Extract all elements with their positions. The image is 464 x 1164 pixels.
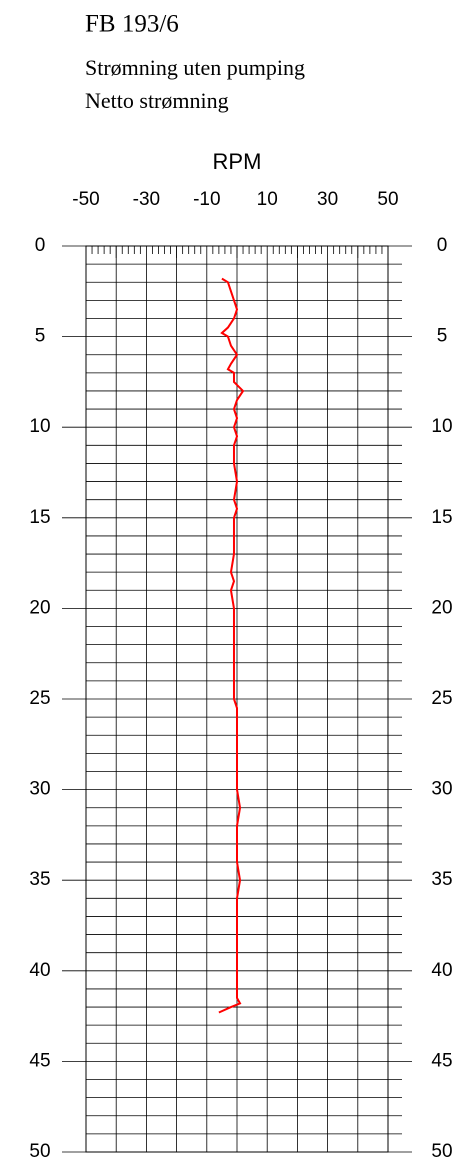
y-tick-label: 40 (431, 960, 452, 981)
y-tick-label: 5 (437, 326, 448, 347)
y-tick-label: 20 (431, 597, 452, 618)
y-tick-label: 45 (431, 1050, 452, 1071)
y-tick-label: 10 (431, 416, 452, 437)
subtitle: Netto strømning (85, 88, 229, 113)
y-tick-label: 30 (29, 779, 50, 800)
y-tick-label: 0 (437, 235, 448, 256)
y-tick-label: 40 (29, 960, 50, 981)
x-tick-label: -30 (133, 189, 160, 210)
subtitle: Strømning uten pumping (85, 55, 305, 80)
y-tick-label: 25 (29, 688, 50, 709)
y-tick-label: 5 (35, 326, 46, 347)
x-tick-label: 30 (317, 189, 338, 210)
y-tick-label: 10 (29, 416, 50, 437)
y-tick-label: 35 (29, 869, 50, 890)
y-tick-label: 25 (431, 688, 452, 709)
y-tick-label: 0 (35, 235, 46, 256)
y-tick-label: 45 (29, 1050, 50, 1071)
y-tick-label: 15 (29, 507, 50, 528)
y-tick-label: 50 (29, 1141, 50, 1162)
data-line (218, 277, 245, 1014)
y-tick-label: 30 (431, 779, 452, 800)
y-tick-label: 20 (29, 597, 50, 618)
x-tick-label: -50 (72, 189, 99, 210)
chart-title: FB 193/6 (85, 11, 179, 38)
plot-frame (85, 245, 389, 1153)
y-tick-label: 15 (431, 507, 452, 528)
axis-label: RPM (213, 149, 262, 174)
y-tick-label: 50 (431, 1141, 452, 1162)
x-tick-label: -10 (193, 189, 220, 210)
x-tick-label: 10 (257, 189, 278, 210)
y-tick-label: 35 (431, 869, 452, 890)
x-tick-label: 50 (377, 189, 398, 210)
